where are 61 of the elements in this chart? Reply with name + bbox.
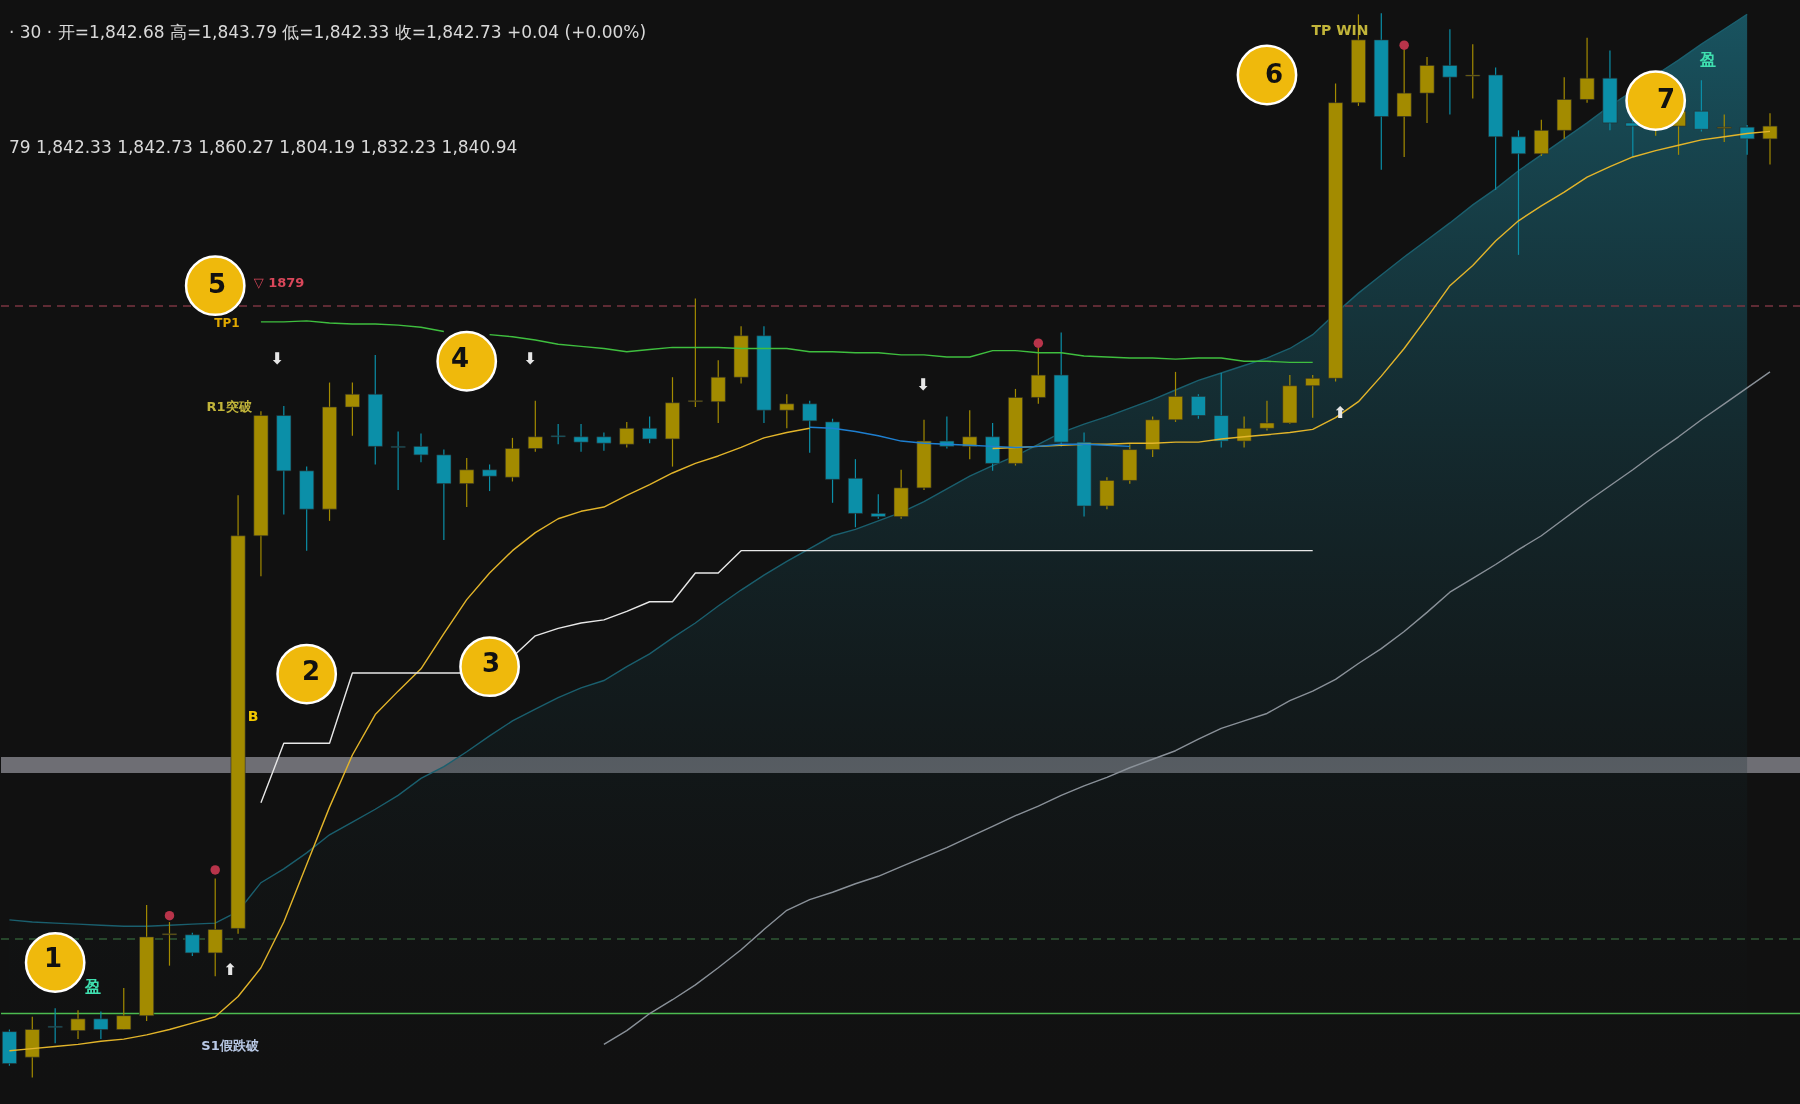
annotation: B [247, 708, 259, 724]
candlestick [184, 932, 200, 957]
candlestick [1465, 43, 1481, 100]
annotation: 1 [43, 943, 63, 973]
annotation: ⬇ [270, 349, 284, 368]
annotation: TP1 [214, 316, 240, 330]
candlestick [1442, 28, 1458, 115]
annotation: · 30 · 开=1,842.68 高=1,843.79 低=1,842.33 收=1,842.73 +0.04 (+0.00%) [9, 22, 647, 42]
candlestick [390, 430, 406, 491]
annotation: ⬇ [523, 349, 537, 368]
annotation: 2 [301, 656, 321, 686]
candlestick [1190, 393, 1206, 420]
candlestick [1305, 374, 1321, 419]
candlestick [962, 409, 978, 460]
candlestick [459, 457, 475, 508]
candlestick [1259, 400, 1275, 432]
point [210, 865, 220, 875]
candlestick [482, 463, 498, 492]
candlestick [573, 423, 589, 453]
candlestick [1511, 129, 1526, 256]
candlestick [47, 1007, 63, 1044]
candlestick [550, 423, 566, 445]
candlestick [1739, 124, 1755, 156]
candlestick [1716, 113, 1732, 143]
annotation: 4 [450, 343, 470, 373]
candlestick [619, 421, 635, 449]
candlestick [1236, 415, 1252, 449]
candlestick [1533, 119, 1549, 157]
annotation: 5 [207, 269, 227, 299]
candlestick [687, 297, 703, 408]
candlestick [596, 431, 612, 452]
point [1033, 338, 1044, 348]
annotation: ⬇ [916, 375, 930, 394]
candlestick [413, 433, 429, 463]
candlestick [642, 415, 658, 444]
annotation: ⬆ [223, 960, 237, 979]
annotation: 7 [1656, 84, 1676, 114]
candlestick [527, 400, 543, 453]
candlestick [207, 877, 223, 977]
annotation: 盈 [1699, 50, 1716, 69]
candlestick [870, 493, 886, 520]
candlestick [1579, 37, 1595, 104]
candlestick [344, 381, 360, 437]
candlestick [1168, 371, 1183, 423]
candlestick [93, 1010, 109, 1040]
annotation: S1假跌破 [201, 1038, 260, 1053]
annotation: ▽ 1879 [253, 275, 305, 290]
annotation: 6 [1264, 59, 1284, 89]
candlestick [802, 400, 818, 454]
candlestick [162, 921, 177, 967]
candlestick [116, 987, 132, 1031]
annotation: 79 1,842.33 1,842.73 1,860.27 1,804.19 1,832.23 1,840.94 [9, 137, 518, 157]
annotation: 盈 [84, 977, 101, 996]
candlestick [1762, 112, 1778, 165]
point [1399, 40, 1409, 50]
annotation: 3 [481, 648, 501, 678]
candlestick [779, 393, 795, 429]
candlestick [70, 1009, 86, 1040]
candlestick [1693, 79, 1709, 133]
point [164, 910, 175, 921]
annotation: R1突破 [206, 399, 253, 414]
